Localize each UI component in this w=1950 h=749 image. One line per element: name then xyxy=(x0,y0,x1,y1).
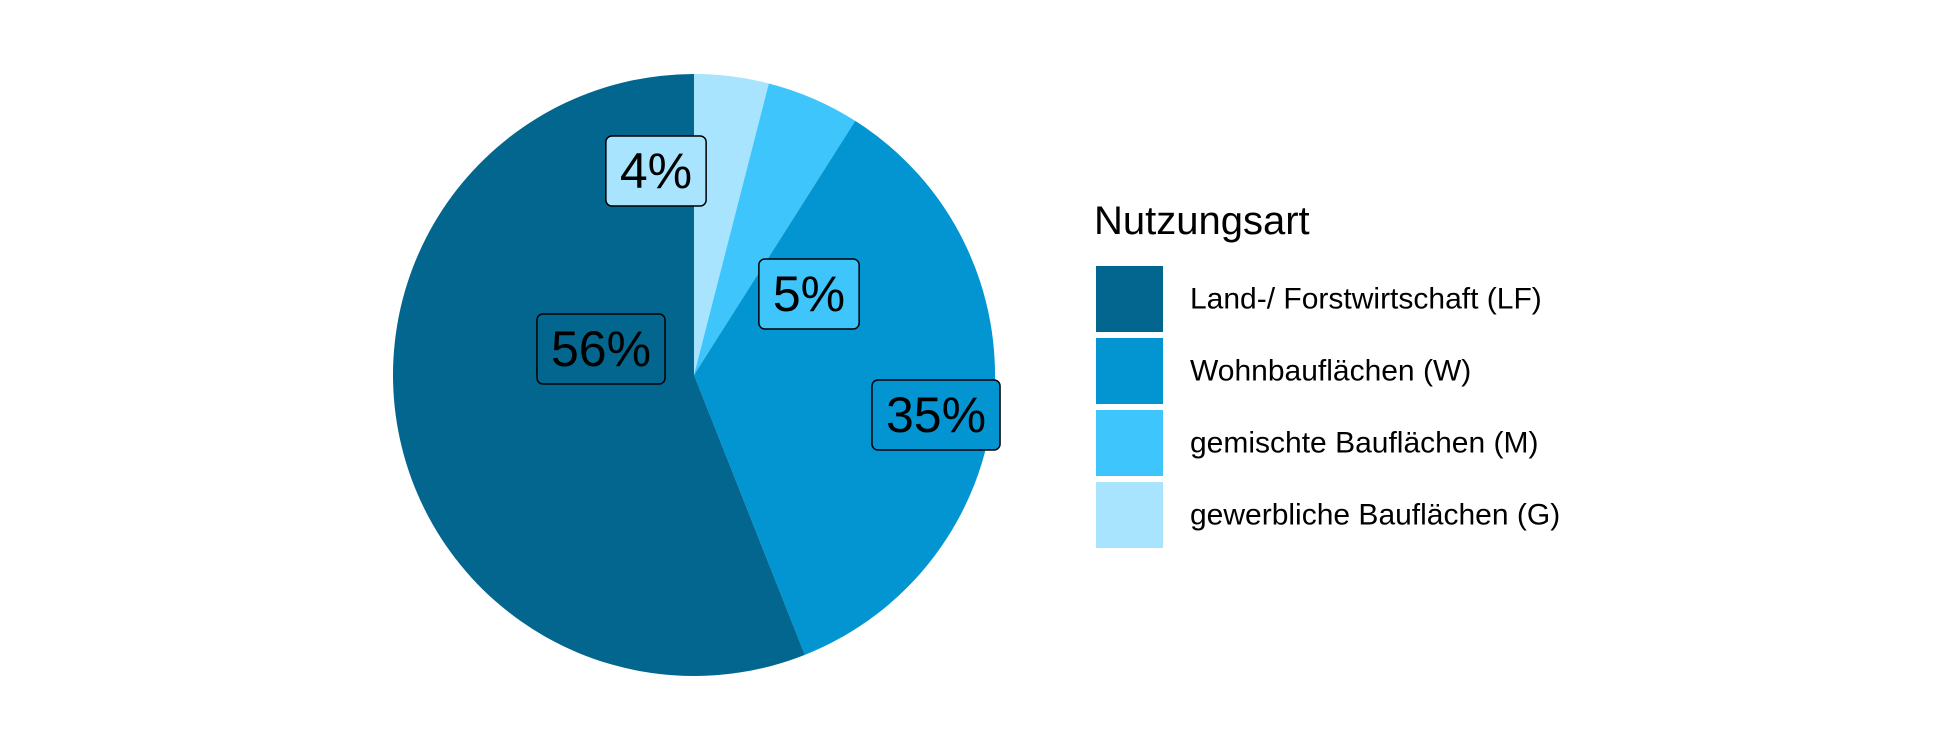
pie-slice xyxy=(694,120,995,655)
data-label-box xyxy=(758,258,860,330)
data-label: 5% xyxy=(773,266,845,322)
legend-swatch xyxy=(1096,338,1163,404)
legend-swatch xyxy=(1096,410,1163,476)
data-label: 56% xyxy=(551,321,651,377)
data-label-box xyxy=(536,313,666,385)
legend-label: Land-/ Forstwirtschaft (LF) xyxy=(1190,283,1542,316)
data-label: 35% xyxy=(886,387,986,443)
legend-swatch xyxy=(1096,266,1163,332)
data-label: 4% xyxy=(620,143,692,199)
legend-label: gewerbliche Bauflächen (G) xyxy=(1190,499,1560,532)
legend-swatch xyxy=(1096,482,1163,548)
legend-title: Nutzungsart xyxy=(1094,199,1310,243)
data-label-box xyxy=(605,135,707,207)
legend-label: gemischte Bauflächen (M) xyxy=(1190,427,1539,460)
pie-slice xyxy=(694,83,856,375)
data-label-box xyxy=(871,379,1001,451)
legend-label: Wohnbauflächen (W) xyxy=(1190,355,1471,388)
pie-slice xyxy=(694,74,769,375)
